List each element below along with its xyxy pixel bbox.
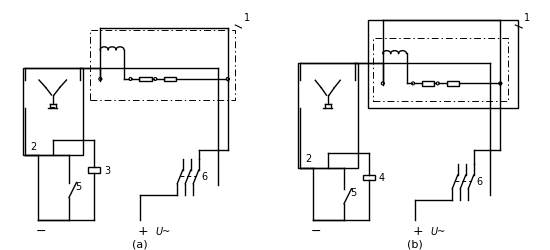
Text: U~: U~ — [155, 227, 170, 237]
Text: 6: 6 — [476, 177, 483, 187]
Bar — [89, 167, 100, 173]
Text: U~: U~ — [430, 227, 446, 237]
Text: 5: 5 — [75, 182, 81, 192]
Text: 3: 3 — [104, 166, 110, 176]
Text: (b): (b) — [408, 240, 423, 250]
Text: 5: 5 — [350, 188, 356, 198]
Bar — [373, 38, 508, 101]
Text: +: + — [412, 225, 424, 238]
Text: −: − — [310, 225, 321, 238]
Bar — [23, 68, 82, 155]
Bar — [422, 81, 435, 86]
Text: 1: 1 — [524, 13, 530, 23]
Text: 2: 2 — [30, 142, 36, 152]
Text: 4: 4 — [379, 173, 385, 183]
Text: 6: 6 — [201, 172, 208, 182]
Bar — [139, 77, 152, 81]
Text: −: − — [35, 225, 46, 238]
Bar — [164, 77, 177, 81]
Bar — [368, 20, 518, 108]
Bar — [447, 81, 459, 86]
Bar — [364, 175, 375, 180]
Text: (a): (a) — [133, 240, 148, 250]
Text: +: + — [138, 225, 148, 238]
Bar — [90, 30, 235, 100]
Text: 2: 2 — [305, 154, 311, 164]
Bar — [298, 62, 358, 168]
Text: 1: 1 — [244, 13, 250, 23]
